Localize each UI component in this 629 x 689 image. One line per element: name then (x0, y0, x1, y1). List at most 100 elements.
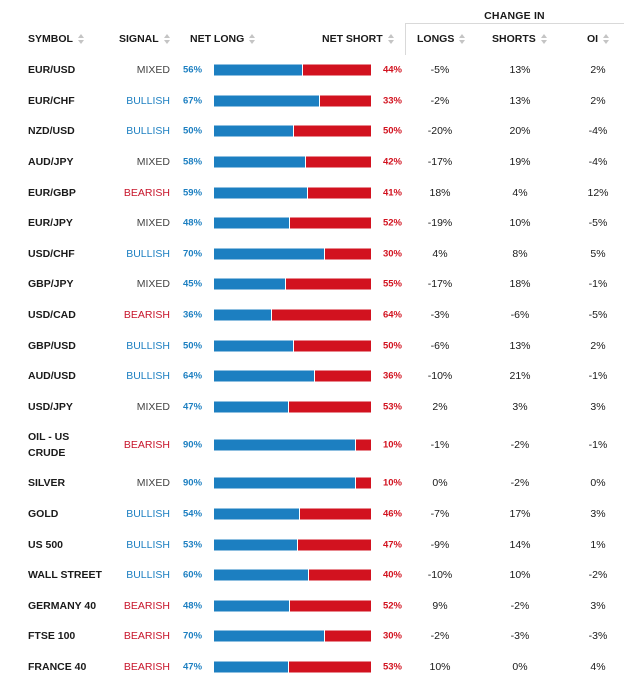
symbol-cell[interactable]: WALL STREET (28, 569, 102, 582)
table-row[interactable]: US 500 BULLISH 53% 47% -9% 14% 1% (0, 529, 629, 560)
table-row[interactable]: WALL STREET BULLISH 60% 40% -10% 10% -2% (0, 560, 629, 591)
signal-cell: BEARISH (123, 660, 170, 673)
net-long-bar-segment (214, 508, 299, 520)
table-row[interactable]: USD/CHF BULLISH 70% 30% 4% 8% 5% (0, 239, 629, 270)
symbol-cell[interactable]: USD/CHF (28, 247, 75, 260)
symbol-cell[interactable]: GBP/JPY (28, 278, 74, 291)
symbol-cell[interactable]: EUR/GBP (28, 186, 76, 199)
sentiment-bar (214, 248, 371, 260)
net-long-percent: 56% (183, 64, 203, 76)
sort-icon (459, 34, 466, 44)
net-long-bar-segment (214, 217, 290, 229)
signal-column-header[interactable]: SIGNAL (119, 33, 170, 45)
symbol-column-header[interactable]: SYMBOL (28, 33, 84, 45)
signal-cell: MIXED (136, 217, 170, 230)
sentiment-bar (214, 278, 371, 290)
net-long-percent: 47% (183, 661, 203, 673)
table-row[interactable]: FTSE 100 BEARISH 70% 30% -2% -3% -3% (0, 621, 629, 652)
table-row[interactable]: AUD/JPY MIXED 58% 42% -17% 19% -4% (0, 147, 629, 178)
change-shorts-cell: 10% (509, 569, 531, 582)
net-short-header-label: NET SHORT (322, 33, 383, 45)
net-short-bar-segment (302, 64, 371, 76)
symbol-cell[interactable]: NZD/USD (28, 125, 75, 138)
net-long-bar-segment (214, 477, 356, 489)
symbol-cell[interactable]: USD/CAD (28, 309, 76, 322)
symbol-cell[interactable]: EUR/CHF (28, 94, 75, 107)
signal-cell: BEARISH (123, 439, 170, 452)
table-row[interactable]: USD/JPY MIXED 47% 53% 2% 3% 3% (0, 392, 629, 423)
signal-cell: BEARISH (123, 309, 170, 322)
change-longs-cell: -3% (430, 309, 450, 322)
symbol-cell[interactable]: US 500 (28, 538, 64, 551)
net-long-percent: 50% (183, 340, 203, 352)
net-long-percent: 60% (183, 569, 203, 581)
table-row[interactable]: SILVER MIXED 90% 10% 0% -2% 0% (0, 468, 629, 499)
change-longs-cell: 0% (432, 477, 448, 490)
symbol-cell[interactable]: AUD/JPY (28, 156, 74, 169)
longs-header-label: LONGS (417, 33, 455, 45)
table-row[interactable]: FRANCE 40 BEARISH 47% 53% 10% 0% 4% (0, 652, 629, 683)
net-short-percent: 33% (382, 95, 402, 107)
symbol-line: CRUDE (28, 447, 66, 460)
net-long-percent: 90% (183, 439, 203, 451)
sort-icon (163, 34, 170, 44)
table-row[interactable]: USD/CAD BEARISH 36% 64% -3% -6% -5% (0, 300, 629, 331)
change-oi-cell: -1% (588, 439, 608, 452)
change-shorts-cell: -2% (510, 599, 530, 612)
table-header: SYMBOL SIGNAL NET LONG NET SHORT LONGS S… (0, 23, 629, 55)
change-longs-cell: 2% (432, 400, 448, 413)
symbol-cell[interactable]: FRANCE 40 (28, 660, 87, 673)
signal-cell: MIXED (136, 477, 170, 490)
net-short-bar-segment (324, 248, 371, 260)
symbol-cell[interactable]: GOLD (28, 508, 59, 521)
table-row[interactable]: EUR/CHF BULLISH 67% 33% -2% 13% 2% (0, 86, 629, 117)
longs-column-header[interactable]: LONGS (417, 33, 466, 45)
net-short-percent: 50% (382, 125, 402, 137)
net-long-bar-segment (214, 630, 324, 642)
symbol-cell[interactable]: GERMANY 40 (28, 599, 97, 612)
net-short-bar-segment (320, 95, 371, 107)
signal-cell: BULLISH (126, 247, 170, 260)
net-short-bar-segment (356, 477, 371, 489)
table-row[interactable]: EUR/GBP BEARISH 59% 41% 18% 4% 12% (0, 177, 629, 208)
symbol-cell[interactable]: SILVER (28, 477, 66, 490)
symbol-cell[interactable]: GBP/USD (28, 339, 76, 352)
net-long-header-label: NET LONG (190, 33, 245, 45)
change-longs-cell: -2% (430, 94, 450, 107)
sentiment-bar (214, 439, 371, 451)
symbol-cell[interactable]: USD/JPY (28, 400, 73, 413)
symbol-cell[interactable]: OIL - US CRUDE (28, 429, 69, 461)
net-long-percent: 64% (183, 370, 203, 382)
symbol-cell[interactable]: AUD/USD (28, 370, 76, 383)
net-long-bar-segment (214, 340, 293, 352)
symbol-cell[interactable]: EUR/JPY (28, 217, 73, 230)
signal-header-label: SIGNAL (119, 33, 159, 45)
table-row[interactable]: OIL - US CRUDE BEARISH 90% 10% -1% -2% -1% (0, 422, 629, 468)
change-oi-cell: 0% (590, 477, 606, 490)
table-row[interactable]: AUD/USD BULLISH 64% 36% -10% 21% -1% (0, 361, 629, 392)
table-row[interactable]: NZD/USD BULLISH 50% 50% -20% 20% -4% (0, 116, 629, 147)
shorts-column-header[interactable]: SHORTS (492, 33, 547, 45)
change-longs-cell: -7% (430, 508, 450, 521)
signal-cell: BULLISH (126, 94, 170, 107)
table-row[interactable]: GBP/USD BULLISH 50% 50% -6% 13% 2% (0, 330, 629, 361)
table-row[interactable]: GOLD BULLISH 54% 46% -7% 17% 3% (0, 499, 629, 530)
net-short-percent: 36% (382, 370, 402, 382)
signal-cell: BULLISH (126, 569, 170, 582)
net-long-percent: 90% (183, 477, 203, 489)
oi-column-header[interactable]: OI (587, 33, 610, 45)
signal-cell: MIXED (136, 64, 170, 77)
table-row[interactable]: EUR/JPY MIXED 48% 52% -19% 10% -5% (0, 208, 629, 239)
symbol-cell[interactable]: EUR/USD (28, 64, 76, 77)
net-short-bar-segment (290, 217, 371, 229)
change-shorts-cell: 4% (512, 186, 528, 199)
table-row[interactable]: EUR/USD MIXED 56% 44% -5% 13% 2% (0, 55, 629, 86)
net-short-column-header[interactable]: NET SHORT (322, 33, 394, 45)
table-row[interactable]: GBP/JPY MIXED 45% 55% -17% 18% -1% (0, 269, 629, 300)
symbol-cell[interactable]: FTSE 100 (28, 630, 76, 643)
net-long-column-header[interactable]: NET LONG (190, 33, 256, 45)
sort-icon (603, 34, 610, 44)
change-longs-cell: -19% (427, 217, 453, 230)
table-row[interactable]: GERMANY 40 BEARISH 48% 52% 9% -2% 3% (0, 591, 629, 622)
change-oi-cell: 2% (590, 339, 606, 352)
